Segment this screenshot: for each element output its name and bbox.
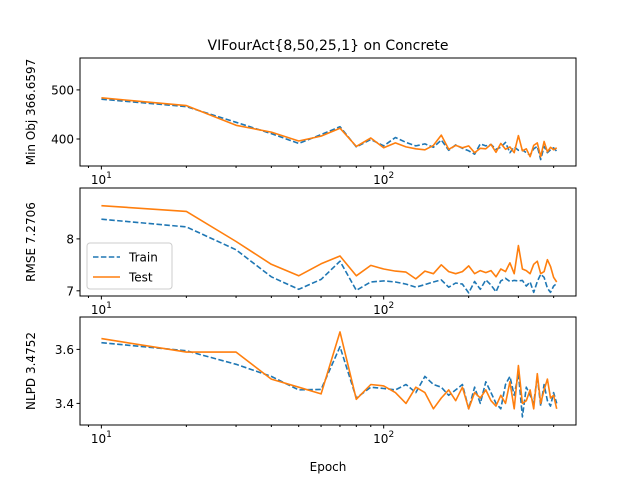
x-tick-label: 101 xyxy=(91,430,112,446)
y-tick-label: 400 xyxy=(51,133,74,147)
x-tick-label: 102 xyxy=(373,430,394,446)
y-tick-label: 3.6 xyxy=(55,343,74,357)
y-tick-label: 8 xyxy=(66,232,74,246)
panel-frame xyxy=(79,316,577,426)
series-line-test xyxy=(101,97,558,158)
legend-label-train: Train xyxy=(128,251,158,265)
y-tick-label: 7 xyxy=(66,284,74,298)
y-axis-label: Min Obj 366.6597 xyxy=(24,59,38,166)
panels: 400 500 101 102 Min Obj 366.6597 7 8 101 102 RMSE… xyxy=(24,57,577,446)
x-tick-label: 102 xyxy=(373,301,394,317)
panel-frame xyxy=(79,187,577,297)
panel-frame xyxy=(79,57,577,167)
x-tick-label: 101 xyxy=(91,171,112,187)
series-line-test xyxy=(101,204,558,283)
y-axis-label: RMSE 7.2706 xyxy=(24,202,38,282)
x-tick-label: 102 xyxy=(373,171,394,187)
y-tick-label: 3.4 xyxy=(55,397,74,411)
series-group xyxy=(101,204,558,294)
panel-1: 400 500 101 102 Min Obj 366.6597 xyxy=(24,57,577,187)
series-line-train xyxy=(101,218,558,294)
panel-3: 3.4 3.6 101 102 NLPD 3.4752 xyxy=(24,316,577,446)
panel-2: 7 8 101 102 RMSE 7.2706 xyxy=(24,187,577,317)
x-axis-label: Epoch xyxy=(310,460,347,474)
legend-label-test: Test xyxy=(128,271,153,285)
y-tick-label: 500 xyxy=(51,83,74,97)
series-group xyxy=(101,331,558,418)
y-axis-label: NLPD 3.4752 xyxy=(24,332,38,410)
series-line-test xyxy=(101,331,558,410)
legend: Train Test xyxy=(86,242,173,290)
series-group xyxy=(101,97,558,161)
x-tick-label: 101 xyxy=(91,301,112,317)
chart-title: VIFourAct{8,50,25,1} on Concrete xyxy=(208,38,449,54)
